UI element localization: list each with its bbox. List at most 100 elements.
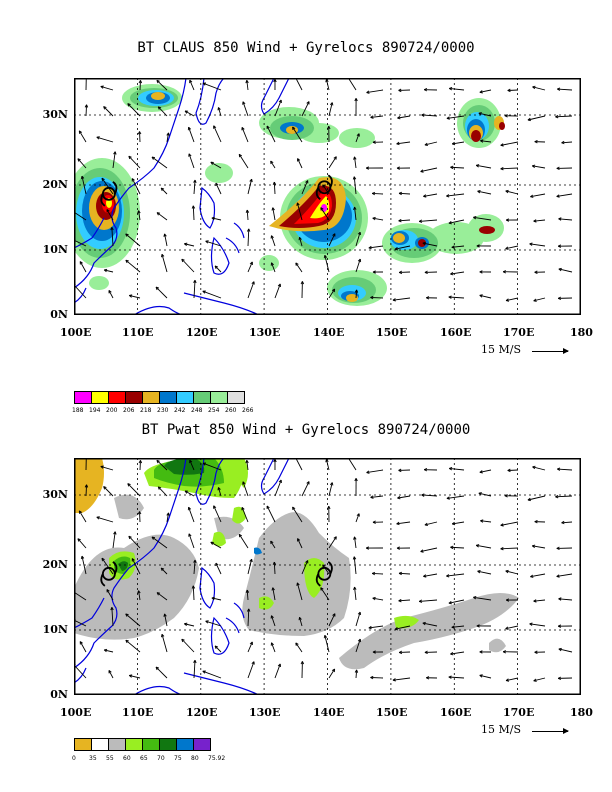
wind-vector — [210, 541, 222, 549]
wind-vector-head — [398, 598, 402, 602]
wind-vector-head — [504, 494, 508, 497]
panel2-ytick-10N: 10N — [42, 623, 68, 636]
legend-label: 260 — [225, 407, 237, 414]
wind-vector — [301, 101, 310, 117]
wind-vector — [192, 585, 195, 601]
wind-vector-head — [561, 520, 565, 524]
wind-vector-head — [77, 538, 81, 541]
wind-vector-head — [354, 206, 357, 210]
wind-vector-head — [266, 125, 270, 129]
wind-vector-head — [448, 221, 452, 224]
wind-vector — [529, 243, 546, 247]
wind-vector-head — [241, 127, 245, 130]
panel1-legend — [74, 391, 245, 404]
wind-vector-head — [271, 642, 274, 646]
wind-vector-head — [131, 558, 135, 561]
wind-vector — [138, 590, 141, 601]
wind-vector-head — [155, 286, 160, 289]
wind-vector — [246, 589, 249, 601]
wind-vector — [500, 521, 519, 526]
wind-vector-head — [355, 98, 358, 102]
wind-vector — [96, 516, 114, 523]
wind-vector — [370, 495, 384, 498]
wind-vector — [555, 115, 573, 118]
wind-vector-head — [156, 592, 161, 594]
wind-vector — [247, 608, 250, 627]
legend-swatch — [210, 391, 228, 404]
wind-vector-head — [192, 205, 196, 209]
wind-vector — [184, 243, 195, 247]
wind-vector-head — [103, 486, 107, 488]
wind-vector-head — [398, 468, 402, 471]
wind-vector — [266, 125, 276, 143]
wind-vector — [112, 151, 116, 169]
wind-vector-head — [114, 151, 117, 155]
wind-vector — [394, 625, 411, 630]
wind-vector — [128, 535, 141, 549]
wind-vector — [420, 167, 438, 173]
legend-label: 194 — [89, 407, 101, 414]
wind-vector-head — [449, 87, 453, 89]
wind-vector-head — [476, 624, 480, 627]
wind-vector-head — [534, 520, 538, 523]
wind-vector-head — [500, 143, 504, 146]
legend-swatch — [125, 738, 143, 751]
gyre-markers — [100, 561, 333, 587]
wind-vector — [452, 141, 465, 145]
panel1-xtick: 110E — [122, 326, 154, 339]
panel1-xtick: 180 — [570, 326, 593, 339]
wind-vector — [451, 625, 465, 628]
wind-vector — [354, 206, 357, 221]
wind-vector-head — [272, 207, 275, 211]
wind-vector — [297, 158, 303, 169]
wind-vector — [533, 297, 546, 302]
wind-vector-head — [242, 101, 246, 105]
legend-swatch — [176, 391, 194, 404]
wind-vector — [421, 494, 438, 497]
wind-vector-head — [213, 125, 217, 129]
wind-vector — [156, 460, 168, 471]
wind-vector-head — [331, 482, 334, 486]
wind-vector — [366, 469, 384, 474]
wind-vector-head — [324, 634, 328, 638]
wind-vector-head — [270, 540, 274, 544]
wind-vector-head — [448, 295, 452, 298]
legend-label: 242 — [174, 407, 186, 414]
wind-vector — [328, 288, 336, 299]
wind-vector-head — [111, 607, 114, 611]
wind-vector — [184, 490, 195, 497]
wind-vector-head — [396, 166, 400, 169]
wind-vector-head — [394, 246, 398, 250]
wind-vector — [125, 259, 141, 273]
wind-vector-head — [106, 589, 110, 592]
wind-vector-head — [424, 650, 428, 653]
legend-swatch — [74, 738, 92, 751]
wind-vector-head — [292, 126, 296, 129]
wind-vector-head — [448, 675, 452, 678]
legend-swatch — [91, 391, 109, 404]
wind-vector-head — [558, 597, 562, 600]
gyre-markers — [100, 174, 333, 207]
wind-vector-head — [140, 460, 143, 464]
wind-vector-head — [353, 176, 357, 180]
wind-vector-head — [297, 202, 300, 206]
wind-vector-head — [248, 228, 251, 232]
wind-vector-head — [398, 270, 403, 273]
wind-vector-head — [79, 510, 83, 513]
wind-vector — [74, 591, 87, 601]
wind-vector — [188, 507, 195, 523]
legend-label: 218 — [140, 407, 152, 414]
wind-vector — [500, 167, 519, 170]
wind-vector-head — [158, 486, 162, 489]
wind-vector-head — [558, 267, 562, 270]
wind-vector — [156, 212, 168, 221]
wind-vector-head — [424, 270, 428, 273]
wind-vector-head — [188, 126, 192, 130]
wind-vector — [372, 572, 384, 575]
wind-vector-head — [534, 270, 538, 273]
wind-vector — [271, 642, 276, 653]
wind-vector — [355, 231, 361, 247]
wind-vector — [192, 205, 195, 221]
wind-vector-head — [164, 613, 167, 617]
wind-vector-head — [274, 458, 277, 463]
